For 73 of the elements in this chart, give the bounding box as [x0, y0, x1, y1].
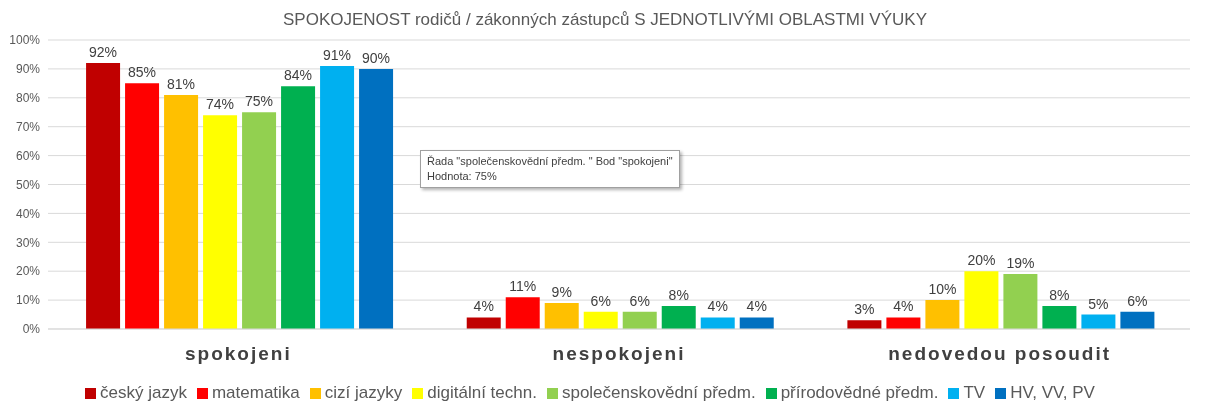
bar: [925, 300, 960, 329]
bar: [203, 115, 238, 329]
data-label: 81%: [167, 75, 196, 92]
y-tick-label: 100%: [9, 33, 41, 48]
x-tick-label: nespokojeni: [552, 343, 686, 365]
data-label: 10%: [928, 281, 957, 298]
data-label: 8%: [1049, 286, 1070, 303]
bar: [359, 68, 394, 329]
bar: [505, 297, 540, 329]
legend-label: společenskovědní předm.: [561, 383, 756, 402]
y-tick-label: 20%: [15, 264, 41, 279]
data-label: 85%: [128, 64, 157, 81]
bar: [739, 317, 774, 329]
x-tick-label: spokojeni: [184, 343, 292, 365]
data-label: 92%: [89, 44, 118, 61]
bar: [622, 311, 657, 329]
chart-title: SPOKOJENOST rodičů / zákonných zástupců S JEDNOTLIVÝMI OBLASTMI VÝUKY: [282, 10, 928, 30]
data-label: 84%: [284, 67, 313, 84]
data-label: 20%: [967, 252, 996, 269]
data-label: 5%: [1088, 295, 1109, 312]
bar: [125, 83, 160, 329]
y-tick-label: 60%: [15, 148, 41, 163]
y-tick-label: 0%: [22, 322, 41, 337]
data-label: 8%: [668, 286, 689, 303]
data-label: 6%: [629, 292, 650, 309]
y-tick-label: 70%: [15, 119, 41, 134]
bar: [964, 271, 999, 329]
legend-label: přírodovědné předm.: [780, 383, 939, 402]
bar: [466, 317, 501, 329]
legend-label: HV, VV, PV: [1010, 383, 1095, 402]
y-tick-label: 90%: [15, 62, 41, 77]
data-label: 19%: [1006, 255, 1035, 272]
data-label: 11%: [509, 278, 537, 295]
y-tick-label: 10%: [15, 293, 41, 308]
data-label: 4%: [893, 298, 914, 315]
annotation: Řada "společenskovědní předm. " Bod "spokojeni": [427, 154, 673, 169]
bar: [86, 63, 121, 329]
bar: [847, 320, 882, 329]
bar: [583, 311, 618, 329]
data-label: 4%: [746, 298, 767, 315]
data-label: 6%: [1127, 292, 1148, 309]
legend-label: matematika: [211, 383, 300, 402]
legend-label: český jazyk: [100, 383, 187, 402]
bar: [886, 317, 921, 329]
data-label: 6%: [590, 292, 611, 309]
bar: [1003, 274, 1038, 329]
legend-label: TV: [963, 383, 986, 402]
y-tick-label: 40%: [15, 206, 41, 221]
bar: [320, 66, 355, 329]
data-label: 91%: [323, 47, 352, 64]
bar: [164, 94, 199, 329]
bar: [700, 317, 735, 329]
data-label: 4%: [707, 298, 728, 315]
data-label: 90%: [362, 49, 391, 66]
legend-label: digitální techn.: [427, 383, 537, 402]
data-label: 75%: [245, 93, 274, 110]
bar: [242, 112, 277, 329]
data-label: 4%: [473, 298, 494, 315]
data-label: 9%: [551, 283, 572, 300]
data-label: 74%: [206, 96, 235, 113]
data-label: 3%: [854, 301, 875, 318]
y-tick-label: 30%: [15, 235, 41, 250]
legend-label: cizí jazyky: [324, 383, 403, 402]
bar: [281, 86, 316, 329]
annotation: Hodnota: 75%: [427, 169, 498, 184]
bar: [1120, 311, 1155, 329]
bar: [1081, 314, 1116, 329]
y-tick-label: 50%: [15, 177, 41, 192]
y-tick-label: 80%: [15, 91, 41, 106]
bar: [544, 302, 579, 329]
bar: [661, 305, 696, 329]
bar: [1042, 305, 1077, 329]
x-tick-label: nedovedou posoudit: [888, 343, 1112, 365]
